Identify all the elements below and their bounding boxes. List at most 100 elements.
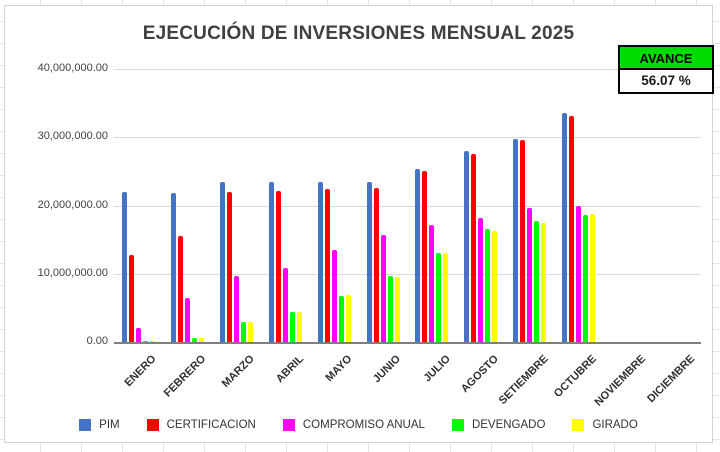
bar-pim[interactable] bbox=[170, 192, 176, 342]
bar-group-agosto bbox=[456, 69, 505, 342]
legend-item-certificacion[interactable]: CERTIFICACION bbox=[146, 419, 256, 431]
legend-label: PIM bbox=[99, 419, 120, 431]
legend-label: DEVENGADO bbox=[471, 419, 546, 431]
x-axis-label: MAYO bbox=[323, 353, 355, 385]
bar-compromiso-anual[interactable] bbox=[527, 207, 533, 342]
bar-girado[interactable] bbox=[590, 214, 596, 342]
legend-color-marker bbox=[572, 419, 585, 431]
bar-pim[interactable] bbox=[268, 181, 274, 342]
bar-devengado[interactable] bbox=[583, 215, 589, 342]
x-axis-label: SETIEMBRE bbox=[496, 353, 551, 407]
legend-item-pim[interactable]: PIM bbox=[79, 419, 120, 431]
bar-pim[interactable] bbox=[513, 139, 519, 342]
x-axis-label: OCTUBRE bbox=[552, 353, 600, 400]
legend-color-marker bbox=[451, 419, 464, 431]
y-tick-label: 30,000,000.00 bbox=[37, 130, 108, 143]
bar-girado[interactable] bbox=[198, 337, 204, 342]
bar-girado[interactable] bbox=[394, 277, 400, 342]
bar-certificacion[interactable] bbox=[324, 189, 330, 342]
bar-pim[interactable] bbox=[464, 150, 470, 342]
chart-object[interactable]: EJECUCIÓN DE INVERSIONES MENSUAL 2025 40… bbox=[4, 5, 714, 443]
legend-item-devengado[interactable]: DEVENGADO bbox=[451, 419, 546, 431]
x-axis-labels: ENERO FEBRERO MARZO ABRIL MAYO JUNIO JULIO AGOS… bbox=[114, 347, 701, 409]
legend-color-marker bbox=[79, 419, 92, 431]
x-axis-label: ABRIL bbox=[273, 353, 306, 386]
bar-certificacion[interactable] bbox=[373, 188, 379, 342]
x-axis-label: JUNIO bbox=[371, 353, 404, 386]
bar-pim[interactable] bbox=[415, 169, 421, 342]
gridline bbox=[114, 137, 701, 139]
bar-group-diciembre bbox=[652, 69, 701, 342]
bar-devengado[interactable] bbox=[142, 340, 148, 342]
bar-group-enero bbox=[114, 69, 163, 342]
bar-certificacion[interactable] bbox=[569, 116, 575, 342]
bar-devengado[interactable] bbox=[240, 321, 246, 342]
bar-compromiso-anual[interactable] bbox=[184, 297, 190, 342]
bar-pim[interactable] bbox=[366, 181, 372, 342]
x-axis-label: DICIEMBRE bbox=[644, 353, 698, 406]
x-axis-line bbox=[114, 342, 701, 344]
bar-girado[interactable] bbox=[541, 222, 547, 342]
bar-certificacion[interactable] bbox=[275, 190, 281, 342]
bar-group-marzo bbox=[212, 69, 261, 342]
bar-compromiso-anual[interactable] bbox=[576, 205, 582, 342]
bar-group-julio bbox=[408, 69, 457, 342]
bar-certificacion[interactable] bbox=[226, 191, 232, 342]
bar-devengado[interactable] bbox=[289, 311, 295, 342]
bar-devengado[interactable] bbox=[191, 337, 197, 342]
x-axis-label: MARZO bbox=[219, 353, 257, 391]
bar-group-febrero bbox=[163, 69, 212, 342]
gridline bbox=[114, 205, 701, 207]
legend-label: GIRADO bbox=[592, 419, 638, 431]
bar-compromiso-anual[interactable] bbox=[331, 249, 337, 342]
bar-compromiso-anual[interactable] bbox=[135, 327, 141, 342]
bar-girado[interactable] bbox=[296, 311, 302, 342]
bar-certificacion[interactable] bbox=[422, 171, 428, 342]
avance-value: 56.07 % bbox=[620, 70, 712, 92]
x-axis-label: FEBRERO bbox=[161, 353, 208, 400]
bar-pim[interactable] bbox=[219, 181, 225, 342]
bar-group-abril bbox=[261, 69, 310, 342]
x-axis-label: AGOSTO bbox=[459, 353, 502, 396]
bar-compromiso-anual[interactable] bbox=[282, 268, 288, 342]
legend-color-marker bbox=[146, 419, 159, 431]
bar-certificacion[interactable] bbox=[128, 254, 134, 342]
bar-pim[interactable] bbox=[317, 181, 323, 342]
bar-certificacion[interactable] bbox=[520, 139, 526, 342]
legend-item-compromiso-anual[interactable]: COMPROMISO ANUAL bbox=[282, 419, 425, 431]
legend-label: COMPROMISO ANUAL bbox=[302, 419, 425, 431]
avance-box[interactable]: AVANCE 56.07 % bbox=[618, 45, 714, 94]
bar-group-setiembre bbox=[505, 69, 554, 342]
legend-label: CERTIFICACION bbox=[166, 419, 256, 431]
bar-devengado[interactable] bbox=[534, 221, 540, 342]
gridline bbox=[114, 273, 701, 275]
legend-color-marker bbox=[282, 419, 295, 431]
bar-certificacion[interactable] bbox=[471, 154, 477, 342]
bar-devengado[interactable] bbox=[436, 253, 442, 342]
bar-certificacion[interactable] bbox=[177, 236, 183, 342]
plot-area bbox=[114, 69, 701, 344]
bar-girado[interactable] bbox=[492, 230, 498, 342]
bar-pim[interactable] bbox=[562, 112, 568, 342]
x-axis-label: NOVIEMBRE bbox=[592, 353, 649, 409]
bar-devengado[interactable] bbox=[338, 295, 344, 342]
bar-girado[interactable] bbox=[443, 252, 449, 342]
legend-item-girado[interactable]: GIRADO bbox=[572, 419, 638, 431]
bar-girado[interactable] bbox=[247, 322, 253, 342]
bar-group-octubre bbox=[554, 69, 603, 342]
bar-girado[interactable] bbox=[149, 341, 155, 342]
bar-pim[interactable] bbox=[121, 191, 127, 342]
bar-girado[interactable] bbox=[345, 294, 351, 342]
bar-devengado[interactable] bbox=[485, 229, 491, 342]
bar-compromiso-anual[interactable] bbox=[233, 275, 239, 342]
y-tick-label: 40,000,000.00 bbox=[37, 62, 108, 74]
bar-devengado[interactable] bbox=[387, 276, 393, 342]
bar-compromiso-anual[interactable] bbox=[380, 234, 386, 342]
bar-group-noviembre bbox=[603, 69, 652, 342]
y-tick-label: 0.00 bbox=[86, 335, 108, 347]
x-axis-label: JULIO bbox=[421, 353, 453, 385]
bar-compromiso-anual[interactable] bbox=[429, 224, 435, 342]
y-tick-label: 10,000,000.00 bbox=[37, 266, 108, 279]
bar-compromiso-anual[interactable] bbox=[478, 217, 484, 342]
x-axis-label: ENERO bbox=[122, 353, 159, 390]
